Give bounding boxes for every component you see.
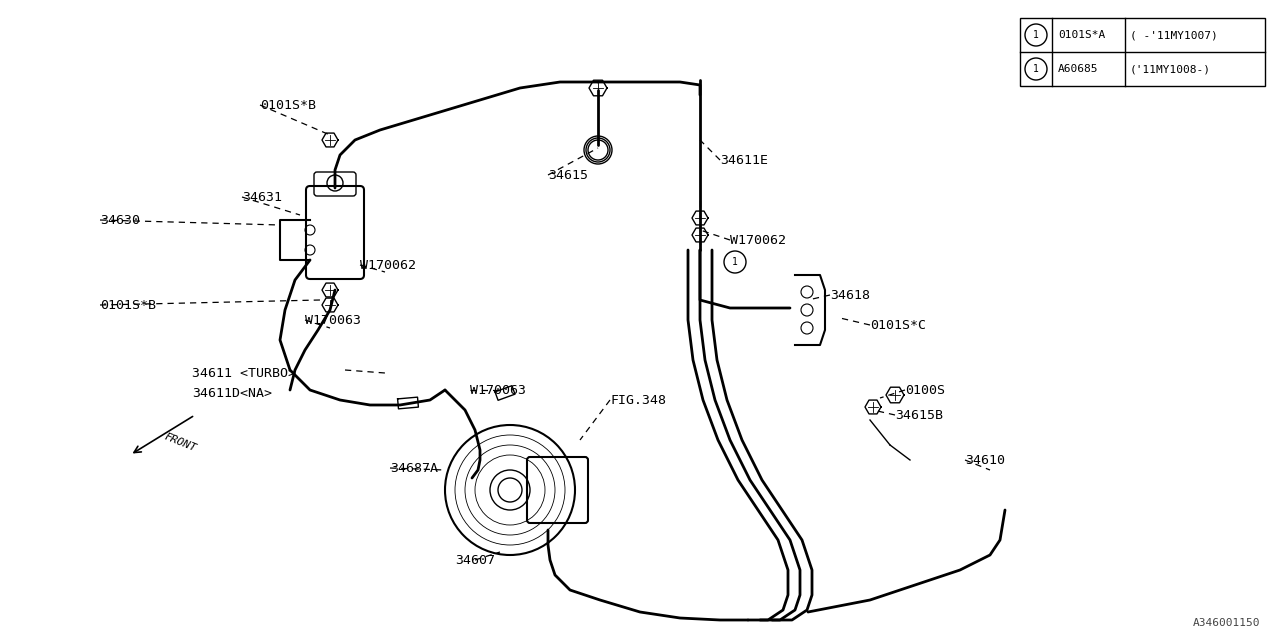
Text: 0101S*C: 0101S*C	[870, 319, 925, 332]
Text: 34611D<NA>: 34611D<NA>	[192, 387, 273, 399]
Text: 0101S*B: 0101S*B	[100, 298, 156, 312]
Bar	[1020, 18, 1265, 86]
Text: 34610: 34610	[965, 454, 1005, 467]
Text: 34615B: 34615B	[895, 408, 943, 422]
Text: 1: 1	[1033, 30, 1039, 40]
Text: ( -'11MY1007): ( -'11MY1007)	[1130, 30, 1217, 40]
Text: 34687A: 34687A	[390, 461, 438, 474]
Text: W170063: W170063	[470, 383, 526, 397]
Text: 1: 1	[732, 257, 739, 267]
Text: 34611 <TURBO>: 34611 <TURBO>	[192, 367, 296, 380]
Text: FIG.348: FIG.348	[611, 394, 666, 406]
Text: FRONT: FRONT	[163, 432, 197, 454]
Text: 34611E: 34611E	[721, 154, 768, 166]
Text: W170062: W170062	[730, 234, 786, 246]
Text: 34607: 34607	[454, 554, 495, 566]
Text: ('11MY1008-): ('11MY1008-)	[1130, 64, 1211, 74]
Text: W170062: W170062	[360, 259, 416, 271]
Text: 34615: 34615	[548, 168, 588, 182]
Text: A346001150: A346001150	[1193, 618, 1260, 628]
Text: A60685: A60685	[1059, 64, 1098, 74]
Text: 0100S: 0100S	[905, 383, 945, 397]
Text: 0101S*A: 0101S*A	[1059, 30, 1105, 40]
Text: 0101S*B: 0101S*B	[260, 99, 316, 111]
Text: 34630: 34630	[100, 214, 140, 227]
Text: 34631: 34631	[242, 191, 282, 204]
Text: 1: 1	[1033, 64, 1039, 74]
Text: 34618: 34618	[829, 289, 870, 301]
Text: W170063: W170063	[305, 314, 361, 326]
